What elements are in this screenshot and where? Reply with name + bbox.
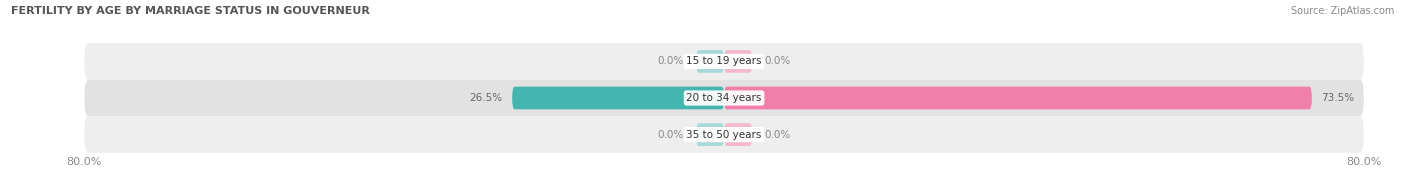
Text: 0.0%: 0.0%: [658, 56, 685, 66]
Text: 0.0%: 0.0%: [658, 130, 685, 140]
Text: 35 to 50 years: 35 to 50 years: [686, 130, 762, 140]
FancyBboxPatch shape: [696, 123, 724, 146]
Text: 0.0%: 0.0%: [763, 130, 790, 140]
FancyBboxPatch shape: [512, 87, 724, 109]
Text: 20 to 34 years: 20 to 34 years: [686, 93, 762, 103]
Text: 26.5%: 26.5%: [470, 93, 502, 103]
FancyBboxPatch shape: [84, 116, 1364, 153]
Text: 15 to 19 years: 15 to 19 years: [686, 56, 762, 66]
FancyBboxPatch shape: [724, 87, 1312, 109]
FancyBboxPatch shape: [84, 43, 1364, 80]
Text: FERTILITY BY AGE BY MARRIAGE STATUS IN GOUVERNEUR: FERTILITY BY AGE BY MARRIAGE STATUS IN G…: [11, 6, 370, 16]
FancyBboxPatch shape: [84, 80, 1364, 116]
FancyBboxPatch shape: [724, 50, 752, 73]
Text: 73.5%: 73.5%: [1322, 93, 1354, 103]
FancyBboxPatch shape: [724, 123, 752, 146]
Text: 0.0%: 0.0%: [763, 56, 790, 66]
FancyBboxPatch shape: [696, 50, 724, 73]
Text: Source: ZipAtlas.com: Source: ZipAtlas.com: [1291, 6, 1395, 16]
